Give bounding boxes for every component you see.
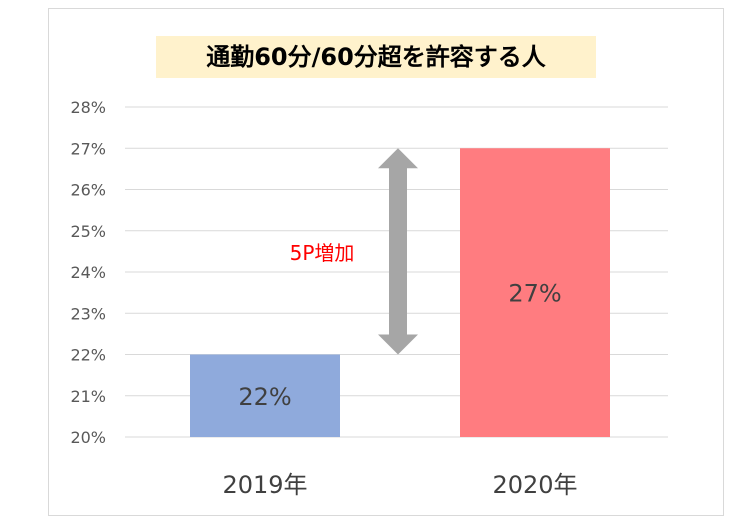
bar [460,148,610,437]
annotation-label: 5P増加 [290,241,355,265]
y-tick-label: 22% [70,346,106,365]
bar [190,354,340,437]
x-tick-label: 2020年 [492,471,577,499]
y-tick-label: 23% [70,304,106,323]
y-tick-label: 24% [70,263,106,282]
y-tick-label: 26% [70,181,106,200]
chart-title: 通勤60分/60分超を許容する人 [156,36,596,78]
y-tick-label: 27% [70,139,106,158]
y-tick-label: 28% [70,98,106,117]
x-tick-label: 2019年 [222,471,307,499]
data-label: 27% [508,280,561,308]
y-tick-label: 20% [70,428,106,447]
data-label: 22% [238,383,291,411]
y-tick-label: 25% [70,222,106,241]
chart-frame [48,8,724,516]
y-tick-label: 21% [70,387,106,406]
double-arrow [378,148,418,355]
